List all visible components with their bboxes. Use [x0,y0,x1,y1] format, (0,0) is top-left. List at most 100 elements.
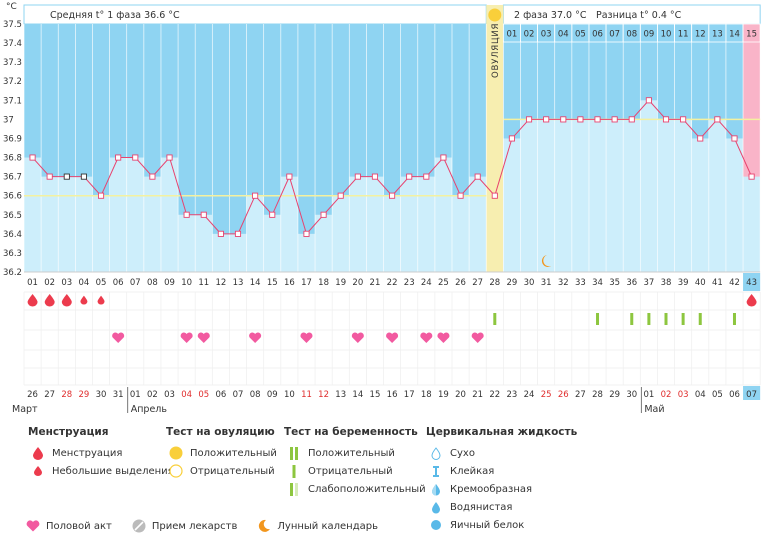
bbt-chart: °C 01 02 03 04 05 06 07 08 09 10 11 12 13 14 15 37.5 37.4… [3,2,761,415]
cycle-day-label: 23 [404,278,415,288]
pregnancy-test-negative-icon [732,313,736,325]
temp-bar [315,214,333,272]
cycle-day-label: 24 [421,278,432,288]
calendar-date-label: 14 [352,390,363,400]
temp-bar [280,176,298,272]
watery-drop-icon [426,501,446,514]
temp-bar [743,176,761,272]
cycle-day-label: 32 [558,278,569,288]
test-negative-icon [284,464,304,478]
temperature-point [337,192,344,199]
temperature-point [166,154,173,161]
ovulation-label: ОВУЛЯЦИЯ [491,23,501,78]
test-weak-icon [284,482,304,496]
temp-bar [143,176,161,272]
cycle-day-label: 43 [746,278,757,288]
small-drop-icon [28,466,48,476]
temp-bar [657,119,675,272]
menstruation-drop-icon [27,294,38,307]
phase2-day-label: 08 [626,30,637,40]
cycle-day-label: 08 [147,278,158,288]
calendar-date-label: 02 [661,390,672,400]
sticky-icon [426,465,446,478]
temp-bar [229,233,247,272]
calendar-date-label: 21 [472,390,483,400]
temp-bar [606,119,624,272]
cycle-day-label: 07 [130,278,141,288]
month-label: Май [644,404,664,415]
calendar-date-label: 18 [421,390,432,400]
menstruation-drop-icon [746,294,757,307]
legend-bottom-item: Прием лекарств [151,520,238,532]
temp-bar [571,119,589,272]
cycle-day-label: 33 [575,278,586,288]
sun-filled-icon [166,446,186,460]
temperature-point [662,116,670,123]
phase2-day-label: 15 [746,30,757,40]
temperature-point [748,173,755,180]
calendar-date-label: 15 [370,390,381,400]
temperature-point [680,116,687,123]
temp-bar [263,214,281,272]
moon-icon [541,255,552,267]
temp-bar [126,157,144,272]
phase2-day-label: 09 [643,30,654,40]
calendar-date-label: 01 [643,390,654,400]
y-tick-label: 37.2 [3,77,22,87]
temp-bar [452,195,470,272]
calendar-date-label: 11 [301,390,312,400]
calendar-date-label: 22 [489,390,500,400]
cycle-day-label: 25 [438,278,449,288]
ovulation-column [486,5,504,272]
phase2-day-label: 11 [678,30,689,40]
temperature-point [697,135,704,142]
cycle-day-label: 04 [79,278,90,288]
cycle-day-label: 40 [695,278,706,288]
temperature-point [525,116,533,123]
temp-bar [297,233,316,272]
legend-ovulation-title: Тест на овуляцию [166,426,275,438]
menstruation-drop-icon [44,294,55,307]
month-label: Март [12,404,38,415]
calendar-date-label: 27 [44,390,55,400]
cycle-day-label: 19 [335,278,346,288]
cycle-day-label: 38 [661,278,672,288]
calendar-date-label: 30 [96,390,107,400]
temp-bar [195,214,213,272]
pill-icon [132,519,146,533]
cycle-day-label: 16 [284,278,295,288]
y-tick-label: 36.7 [3,173,22,183]
drop-icon [28,446,48,460]
temperature-point [303,230,310,237]
temp-bar [691,138,709,272]
temp-bar [708,119,726,272]
phase2-day-label: 06 [592,30,603,40]
calendar-date-label: 17 [404,390,415,400]
cycle-day-label: 10 [181,278,192,288]
y-tick-label: 36.5 [3,211,22,221]
legend-cervical-item: Клейкая [450,465,495,477]
legend-cervical-title: Цервикальная жидкость [426,426,578,438]
pregnancy-test-negative-icon [596,313,600,325]
calendar-date-label: 01 [130,390,141,400]
pregnancy-test-negative-icon [493,313,497,325]
calendar-date-label: 26 [27,390,38,400]
egg-white-icon [426,519,446,531]
legend-cervical-item: Сухо [450,447,475,459]
cycle-day-label: 34 [592,278,603,288]
legend-ovulation-item: Положительный [190,447,277,459]
temp-bar [623,119,641,272]
cycle-day-label: 22 [387,278,398,288]
temp-bar [366,176,384,272]
temp-bar [469,176,487,272]
heart-icon [180,332,193,343]
pregnancy-test-negative-icon [647,313,651,325]
temperature-point [714,116,721,123]
temperature-point [234,230,242,237]
temp-bar [75,176,93,272]
cycle-day-label: 14 [250,278,261,288]
y-tick-label: 36.2 [3,268,22,278]
legend-cervical-item: Яичный белок [450,519,525,531]
calendar-date-label: 05 [198,390,209,400]
cycle-day-label: 15 [267,278,278,288]
